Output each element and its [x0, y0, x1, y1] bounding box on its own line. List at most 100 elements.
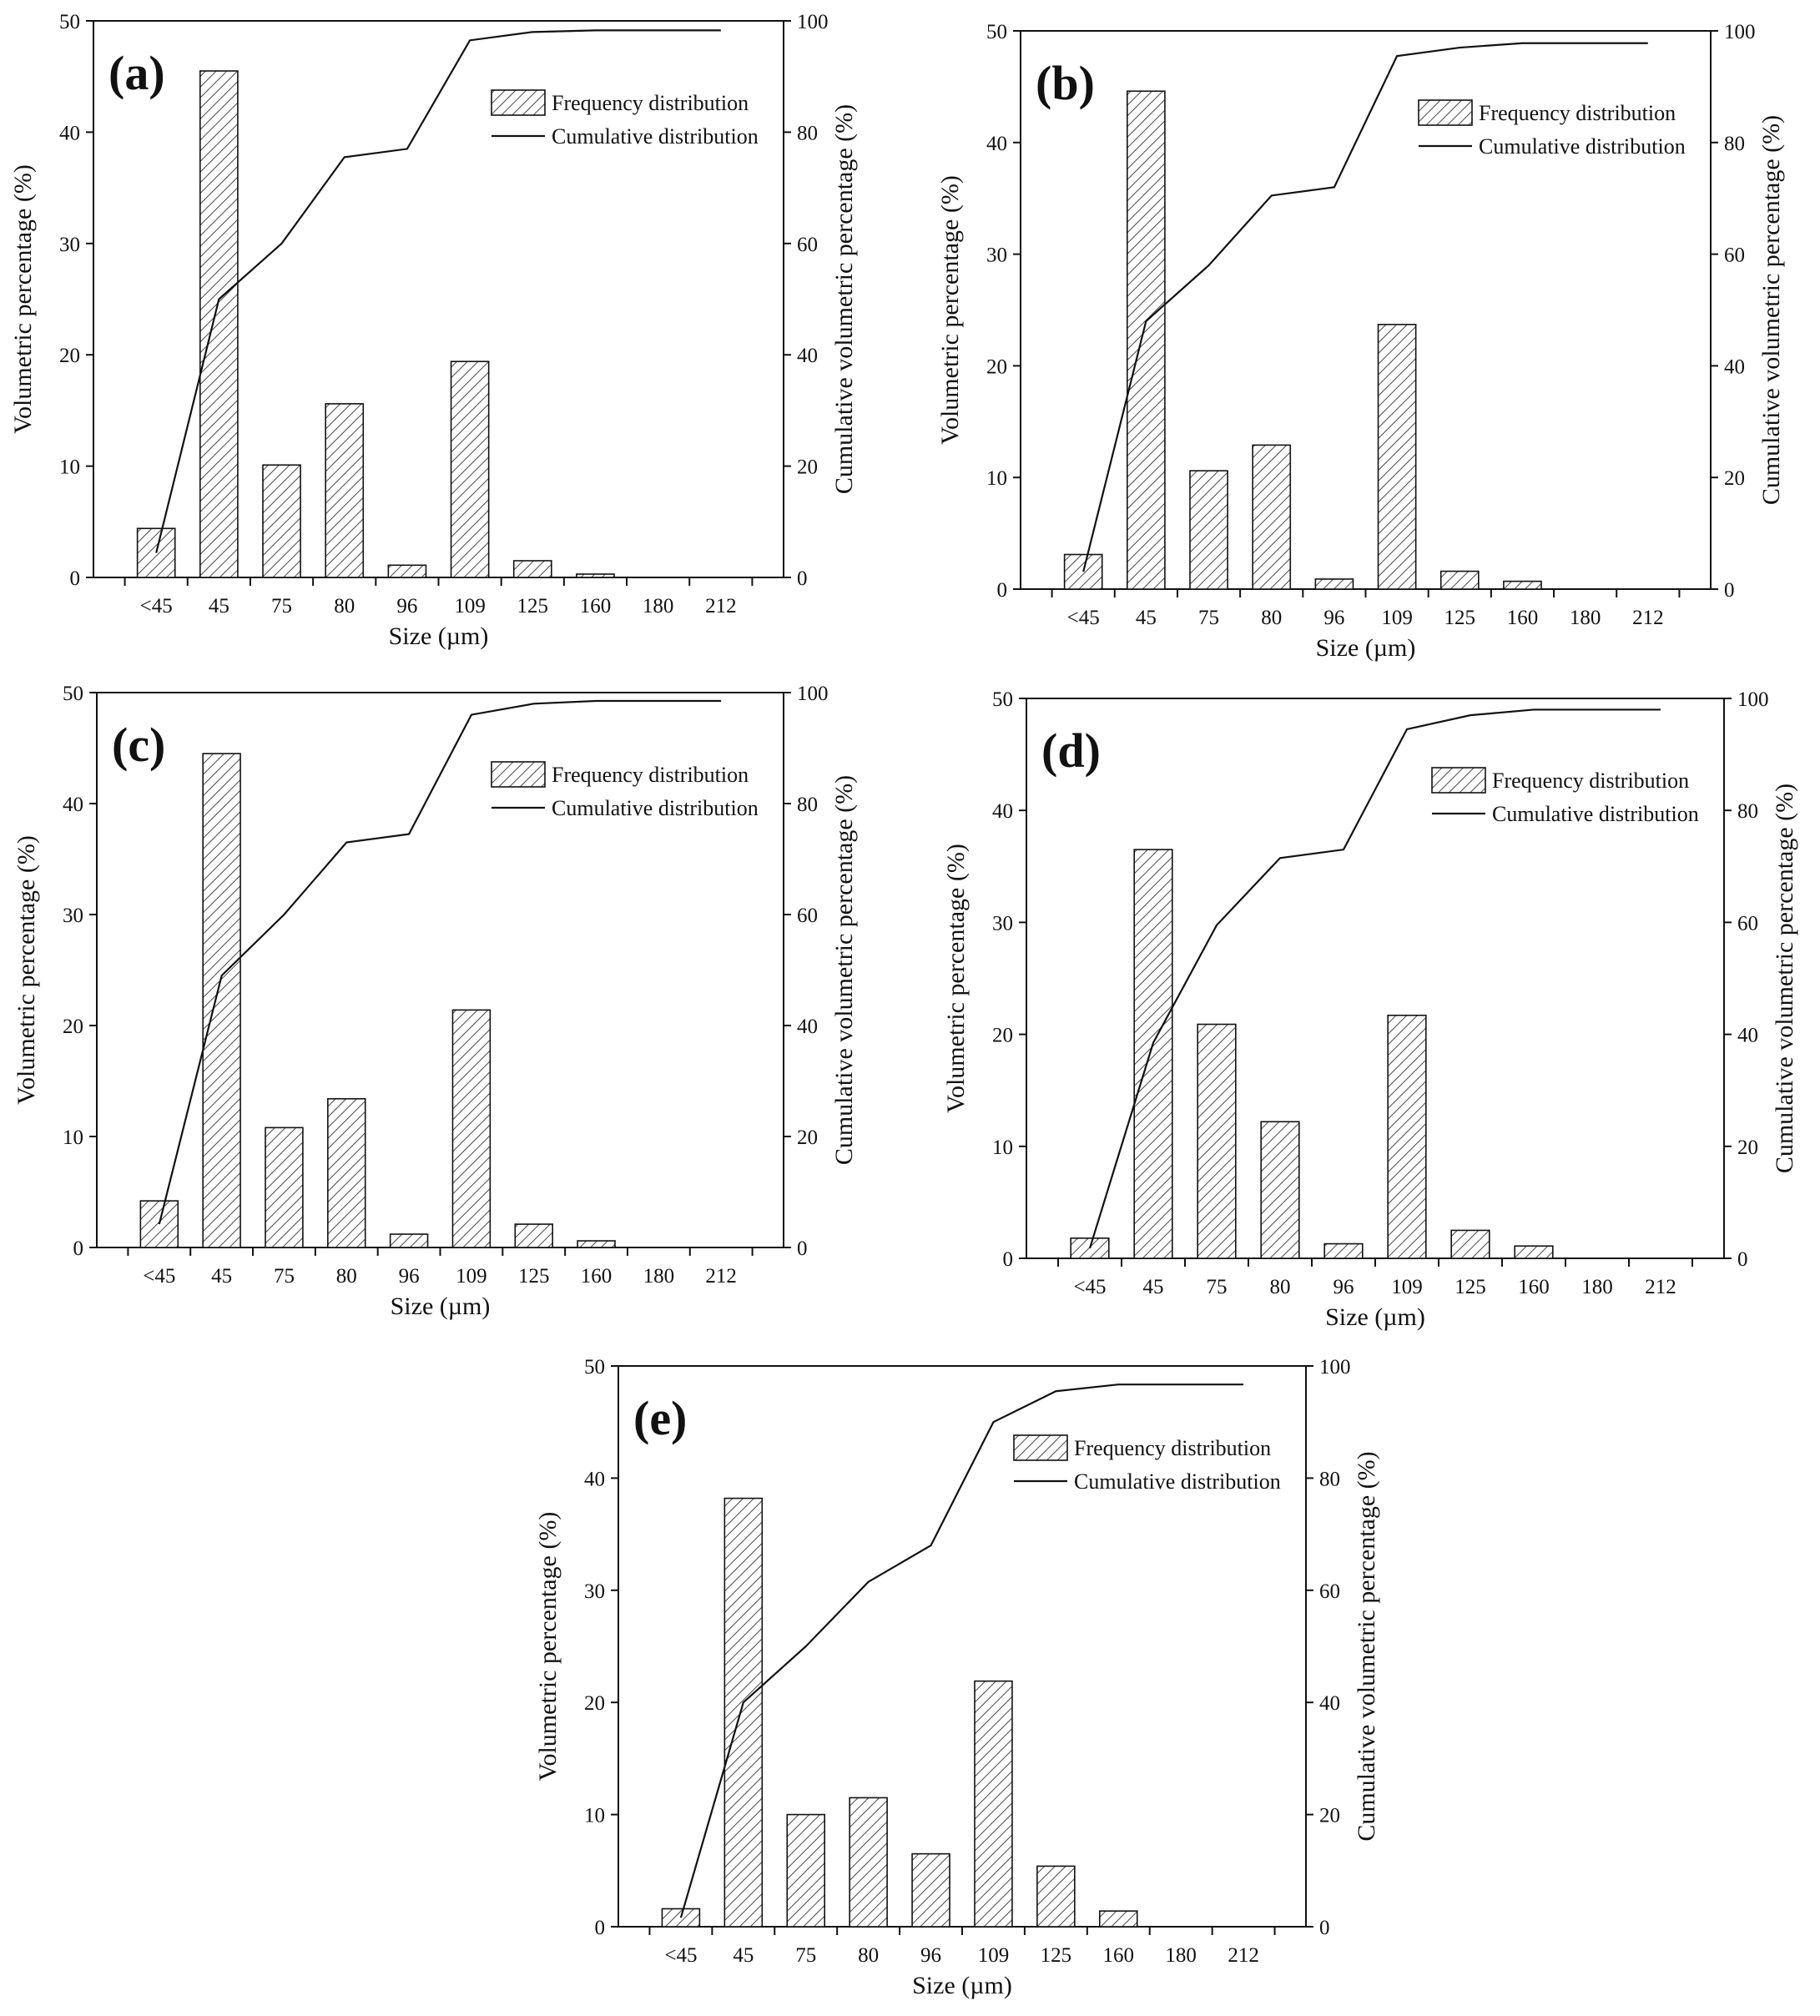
y-axis-title: Volumetric percentage (%)	[534, 1512, 562, 1782]
y-tick-label: 10	[584, 1805, 605, 1827]
bar-6	[514, 1223, 553, 1248]
y2-axis-title: Cumulative volumetric percentage (%)	[1353, 1451, 1380, 1841]
cumulative-line	[679, 1383, 1244, 1918]
x-tick-label: 160	[1507, 607, 1539, 629]
legend-bar-swatch	[1431, 767, 1486, 794]
y-tick-label: 50	[584, 1356, 605, 1378]
y2-tick-label: 80	[1319, 1468, 1340, 1490]
y2-tick-label: 0	[797, 1237, 808, 1260]
bar-3	[849, 1797, 888, 1928]
x-tick-label: 212	[1645, 1276, 1676, 1298]
bar-0	[136, 527, 176, 578]
y-tick-label: 50	[59, 11, 80, 33]
x-tick-label: 212	[1632, 607, 1664, 629]
bar-4	[387, 564, 427, 578]
x-tick-label: 125	[1454, 1276, 1486, 1298]
bar-0	[139, 1200, 179, 1248]
y2-tick-label: 100	[797, 11, 829, 33]
x-tick-label: 45	[211, 1265, 232, 1288]
x-tick-label: 80	[1270, 1276, 1291, 1298]
y2-tick-label: 40	[797, 1016, 818, 1038]
y-tick-label: 20	[59, 345, 80, 367]
y-tick-label: 50	[63, 683, 83, 705]
x-tick-label: 109	[456, 1265, 487, 1288]
x-tick-label: 75	[795, 1944, 816, 1967]
x-tick-label: <45	[664, 1944, 697, 1967]
y-tick-label: 40	[59, 122, 80, 144]
x-tick-label: <45	[1073, 1276, 1106, 1298]
x-tick-label: 75	[1207, 1276, 1228, 1298]
x-axis-title: Size (µm)	[1325, 1303, 1425, 1331]
y2-tick-label: 80	[1737, 800, 1758, 823]
y2-tick-label: 60	[797, 234, 818, 256]
x-tick-label: 160	[580, 595, 612, 617]
y-axis-title: Volumetric percentage (%)	[9, 164, 37, 434]
bar-5	[1377, 324, 1417, 590]
bar-4	[1323, 1242, 1364, 1259]
x-tick-label: 96	[396, 595, 417, 617]
x-tick-label: 125	[517, 595, 549, 617]
y2-tick-label: 40	[1737, 1025, 1758, 1047]
x-tick-label: 160	[1103, 1944, 1135, 1967]
x-tick-label: <45	[143, 1265, 175, 1288]
y2-tick-label: 20	[1319, 1805, 1340, 1827]
bar-7	[1514, 1245, 1554, 1259]
y-tick-label: 50	[986, 21, 1007, 43]
x-tick-label: 96	[1333, 1276, 1354, 1298]
x-tick-label: 75	[274, 1265, 295, 1288]
y-tick-label: 30	[986, 244, 1007, 267]
x-axis-title: Size (µm)	[389, 622, 489, 650]
y-tick-label: 30	[584, 1580, 605, 1603]
legend-line-label: Cumulative distribution	[1074, 1469, 1281, 1494]
x-tick-label: 109	[454, 595, 486, 617]
y-tick-label: 0	[1003, 1248, 1014, 1271]
bar-2	[265, 1126, 304, 1248]
chart-panel-e: 0 10 20 30 40 50 0 20 40 60 80 100 <45 45 75 80 96 109 125…	[534, 1356, 1380, 1999]
bar-7	[577, 1240, 616, 1248]
panel-label: (c)	[112, 718, 165, 772]
y2-tick-label: 20	[1724, 467, 1745, 490]
legend-bar-swatch	[1013, 1434, 1068, 1461]
y2-tick-label: 0	[797, 567, 808, 590]
x-tick-label: 180	[1570, 607, 1601, 629]
y-tick-label: 10	[992, 1137, 1013, 1159]
bar-2	[1189, 470, 1228, 590]
bar-3	[327, 1097, 366, 1248]
y-tick-label: 0	[73, 1237, 84, 1260]
y-tick-label: 40	[992, 800, 1013, 823]
x-tick-label: 109	[978, 1944, 1010, 1967]
y2-tick-label: 100	[1737, 688, 1769, 711]
bar-5	[1387, 1014, 1427, 1259]
y2-tick-label: 40	[797, 345, 818, 367]
x-tick-label: 212	[705, 595, 737, 617]
y-tick-label: 20	[63, 1016, 83, 1038]
y2-tick-label: 0	[1737, 1248, 1748, 1271]
x-tick-label: 180	[1581, 1276, 1613, 1298]
cumulative-line	[155, 29, 721, 553]
x-tick-label: 180	[643, 595, 674, 617]
x-tick-label: 109	[1381, 607, 1413, 629]
y2-tick-label: 60	[797, 905, 818, 927]
y-tick-label: 0	[997, 579, 1008, 602]
y-tick-label: 30	[63, 905, 83, 927]
y-tick-label: 10	[986, 467, 1007, 490]
y2-tick-label: 0	[1319, 1917, 1330, 1939]
panel-label: (e)	[633, 1391, 687, 1445]
y2-tick-label: 80	[797, 794, 818, 816]
bar-1	[723, 1497, 764, 1928]
x-tick-label: 212	[1228, 1944, 1259, 1967]
x-tick-label: 125	[1444, 607, 1476, 629]
legend-bar-label: Frequency distribution	[1074, 1436, 1271, 1460]
bar-0	[661, 1908, 701, 1928]
bar-3	[1260, 1121, 1300, 1259]
bar-4	[389, 1233, 429, 1248]
bar-2	[262, 464, 301, 578]
y-tick-label: 50	[992, 688, 1013, 711]
x-tick-label: 180	[643, 1265, 675, 1288]
legend-bar-swatch	[491, 761, 546, 788]
cumulative-line	[1088, 708, 1661, 1249]
legend-line-label: Cumulative distribution	[1492, 802, 1699, 826]
x-tick-label: 45	[209, 595, 229, 617]
